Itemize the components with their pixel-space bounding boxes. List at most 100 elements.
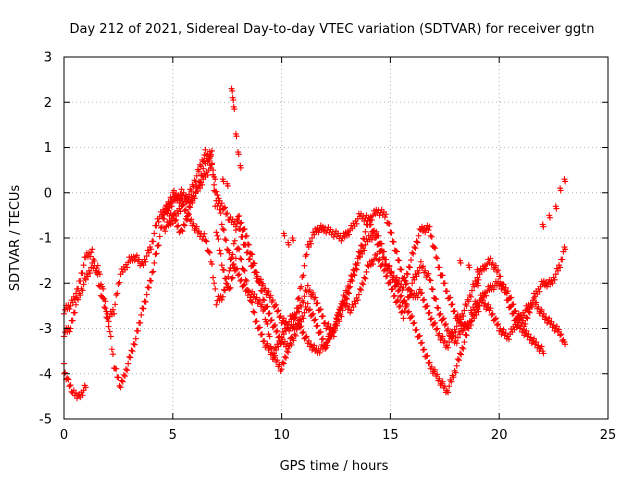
data-point (471, 283, 478, 290)
data-point (250, 262, 257, 269)
data-point (417, 290, 424, 297)
data-point (495, 267, 502, 274)
data-point (508, 294, 515, 301)
data-point (292, 332, 299, 339)
data-point (243, 277, 250, 284)
data-point (343, 300, 350, 307)
data-point (434, 371, 441, 378)
data-point (80, 262, 87, 269)
data-point (182, 193, 189, 200)
data-point (414, 294, 421, 301)
data-point (483, 292, 490, 299)
data-point (520, 317, 527, 324)
data-point (387, 229, 394, 236)
data-points (61, 85, 569, 402)
data-point (557, 187, 564, 194)
data-point (282, 318, 289, 325)
data-point (436, 311, 443, 318)
data-point (281, 232, 288, 239)
data-point (341, 297, 348, 304)
data-point (213, 229, 220, 236)
data-point (482, 300, 489, 307)
data-point (303, 251, 310, 258)
data-point (485, 301, 492, 308)
data-point (400, 284, 407, 291)
data-point (402, 300, 409, 307)
data-point (280, 331, 287, 338)
data-point (243, 249, 250, 256)
y-tick-label: -5 (39, 413, 52, 428)
axis-ticks: 0 5 10 15 20 25 -5 -4 -3 -2 -1 0 1 2 3 (39, 51, 616, 444)
data-point (376, 212, 383, 219)
data-point (276, 333, 283, 340)
data-point (540, 350, 547, 357)
data-point (513, 324, 520, 331)
data-point (314, 322, 321, 329)
data-point (433, 296, 440, 303)
data-point (446, 383, 453, 390)
data-point (235, 272, 242, 279)
data-point (490, 286, 497, 293)
data-point (475, 276, 482, 283)
y-tick-label: -1 (39, 232, 52, 247)
data-point (415, 333, 422, 340)
data-point (361, 247, 368, 254)
data-point (174, 223, 181, 230)
data-point (562, 341, 569, 348)
data-point (551, 276, 558, 283)
data-point (253, 318, 260, 325)
x-tick-label: 20 (491, 428, 508, 443)
data-point (491, 316, 498, 323)
data-point (311, 317, 318, 324)
data-point (188, 188, 195, 195)
data-point (169, 220, 176, 227)
data-point (445, 344, 452, 351)
data-point (93, 265, 100, 272)
data-point (186, 191, 193, 198)
data-point (439, 316, 446, 323)
data-point (296, 308, 303, 315)
data-point (427, 277, 434, 284)
data-point (170, 187, 177, 194)
data-point (150, 268, 157, 275)
data-point (428, 315, 435, 322)
data-point (521, 312, 528, 319)
data-point (368, 236, 375, 243)
data-point (327, 333, 334, 340)
data-point (149, 269, 156, 276)
data-point (379, 254, 386, 261)
data-point (77, 292, 84, 299)
data-point (361, 218, 368, 225)
data-point (64, 375, 71, 382)
data-point (420, 263, 427, 270)
data-point (150, 238, 157, 245)
data-point (178, 227, 185, 234)
data-point (460, 313, 467, 320)
data-point (424, 302, 431, 309)
data-point (348, 272, 355, 279)
data-point (458, 351, 465, 358)
data-point (218, 296, 225, 303)
data-point (440, 315, 447, 322)
data-point (553, 323, 560, 330)
data-point (559, 256, 566, 263)
grid-lines (64, 57, 608, 419)
data-point (460, 345, 467, 352)
data-point (362, 241, 369, 248)
data-point (489, 259, 496, 266)
data-point (202, 237, 209, 244)
data-point (224, 246, 231, 253)
data-point (206, 249, 213, 256)
data-point (504, 297, 511, 304)
data-point (451, 307, 458, 314)
data-point (535, 304, 542, 311)
data-point (441, 280, 448, 287)
data-point (238, 276, 245, 283)
data-point (219, 293, 226, 300)
data-point (313, 323, 320, 330)
data-point (418, 289, 425, 296)
data-point (422, 267, 429, 274)
data-point (354, 297, 361, 304)
x-tick-label: 0 (60, 428, 68, 443)
data-point (202, 146, 209, 153)
